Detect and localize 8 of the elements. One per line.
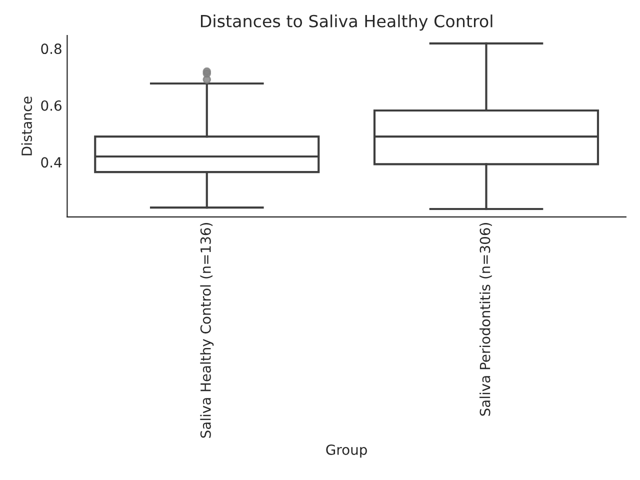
y-tick-label: 0.6: [41, 100, 62, 111]
chart-title: Distances to Saliva Healthy Control: [200, 14, 492, 31]
y-tick-label: 0.4: [41, 157, 62, 168]
y-axis-title: Distance: [21, 96, 32, 156]
y-tick-label: 0.8: [41, 44, 62, 54]
x-tick-label: Saliva Periodontitis (n=306): [480, 223, 492, 416]
x-axis-title: Group: [326, 444, 367, 458]
x-tick-label: Saliva Healthy Control (n=136): [200, 223, 214, 438]
